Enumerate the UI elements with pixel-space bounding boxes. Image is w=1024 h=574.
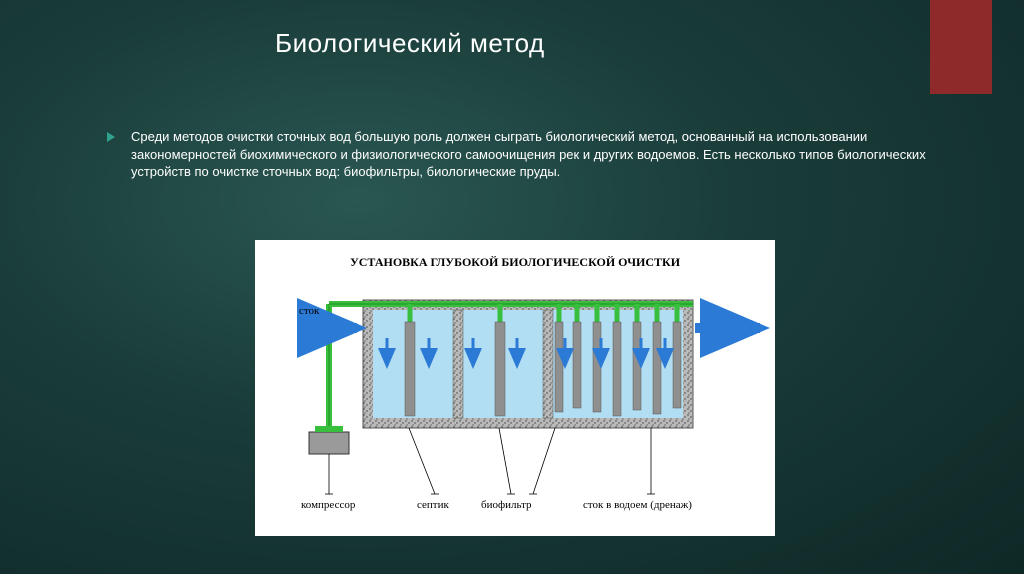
body-text: Среди методов очистки сточных вод большу… [131, 128, 934, 181]
accent-box [930, 0, 992, 94]
svg-text:компрессор: компрессор [301, 499, 356, 511]
svg-text:септик: септик [417, 499, 449, 511]
body-row: Среди методов очистки сточных вод большу… [105, 128, 934, 181]
svg-text:сток: сток [299, 305, 320, 317]
diagram: УСТАНОВКА ГЛУБОКОЙ БИОЛОГИЧЕСКОЙ ОЧИСТКИ… [255, 240, 775, 536]
svg-text:биофильтр: биофильтр [481, 499, 532, 511]
svg-text:сток в водоем (дренаж): сток в водоем (дренаж) [583, 499, 692, 511]
svg-text:УСТАНОВКА ГЛУБОКОЙ БИОЛОГИЧЕСК: УСТАНОВКА ГЛУБОКОЙ БИОЛОГИЧЕСКОЙ ОЧИСТКИ [350, 255, 681, 269]
bullet-icon [105, 130, 117, 148]
page-title: Биологический метод [275, 28, 545, 59]
